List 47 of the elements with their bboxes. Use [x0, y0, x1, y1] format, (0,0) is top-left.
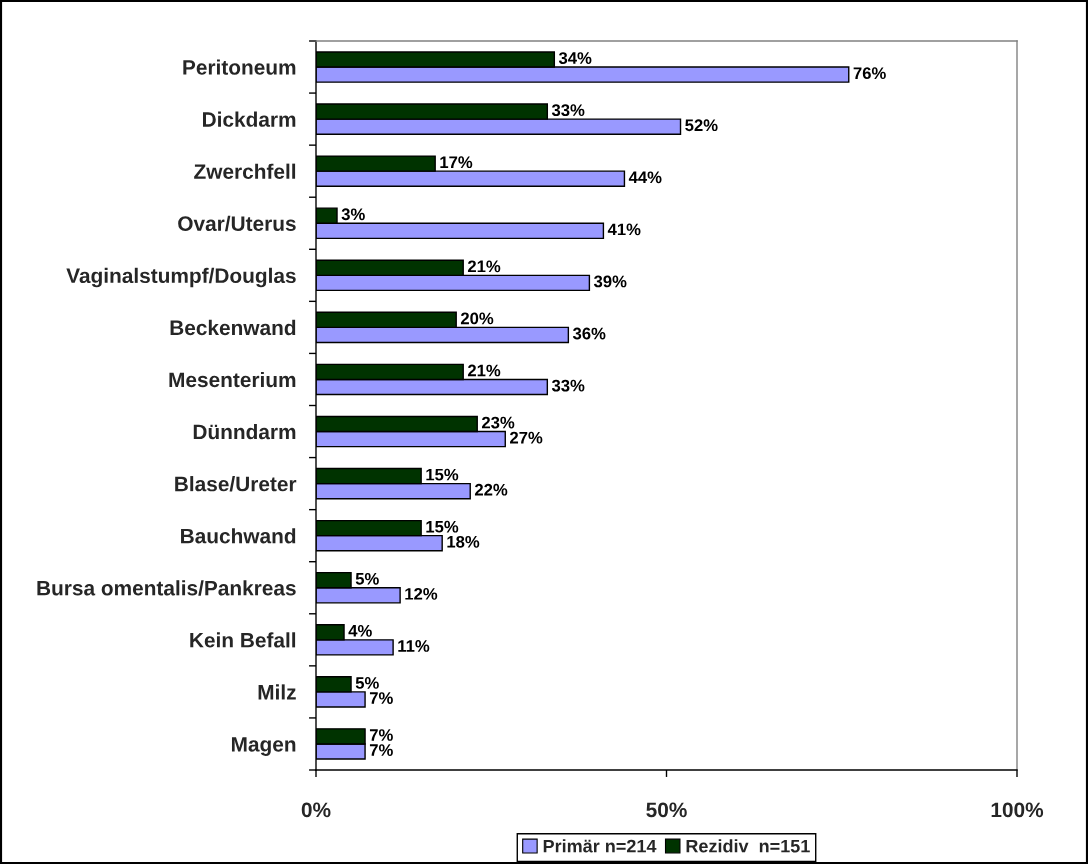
y-tick-label: Bauchwand	[181, 528, 296, 544]
data-label: 12%	[405, 587, 438, 600]
data-label: 11%	[398, 640, 430, 652]
data-label: 7%	[369, 744, 393, 756]
y-tick-label: Dickdarm	[203, 111, 296, 127]
data-label: 21%	[467, 260, 501, 273]
data-label: 3%	[341, 208, 365, 221]
data-label: 44%	[628, 171, 662, 184]
data-label: 15%	[426, 520, 459, 533]
data-label: 52%	[685, 119, 718, 132]
y-tick-label: Ovar/Uterus	[178, 215, 296, 232]
y-tick-label: Vaginalstumpf/Douglas	[66, 267, 296, 288]
y-tick-label: Kein Befall	[190, 632, 296, 648]
data-label: 36%	[572, 327, 606, 340]
y-tick-label: Peritoneum	[183, 59, 296, 75]
x-tick-label: 100%	[991, 802, 1044, 818]
x-tick-label: 50%	[646, 802, 687, 818]
legend-label: Primär n=214	[543, 839, 657, 853]
data-label: 76%	[853, 67, 886, 80]
data-label: 34%	[558, 52, 592, 64]
y-tick-label: Blase/Ureter	[175, 476, 297, 492]
data-label: 18%	[447, 535, 480, 548]
data-label: 17%	[440, 156, 473, 169]
x-tick-label: 0%	[301, 802, 331, 818]
data-label: 20%	[460, 312, 494, 325]
data-label: 5%	[355, 572, 379, 585]
y-tick-label: Milz	[258, 684, 296, 700]
y-tick-label: Magen	[231, 737, 296, 756]
y-tick-label: Zwerchfell	[194, 163, 296, 179]
legend-label: Rezidiv n=151	[686, 839, 810, 853]
data-label: 39%	[593, 275, 627, 288]
data-label: 27%	[510, 431, 543, 444]
data-label: 41%	[607, 223, 641, 236]
y-tick-label: Beckenwand	[170, 319, 296, 336]
data-label: 15%	[426, 468, 459, 481]
data-label: 5%	[355, 677, 379, 689]
y-tick-label: Dünndarm	[193, 423, 296, 440]
data-label: 23%	[481, 416, 515, 429]
data-label: 22%	[474, 483, 508, 496]
data-label: 4%	[348, 624, 372, 637]
data-label: 21%	[467, 364, 501, 377]
data-label: 33%	[551, 379, 585, 392]
y-tick-label: Bursa omentalis/Pankreas	[37, 580, 296, 596]
data-label: 7%	[369, 729, 393, 741]
data-label: 33%	[551, 104, 585, 117]
y-tick-label: Mesenterium	[169, 371, 296, 388]
data-label: 7%	[369, 692, 393, 704]
